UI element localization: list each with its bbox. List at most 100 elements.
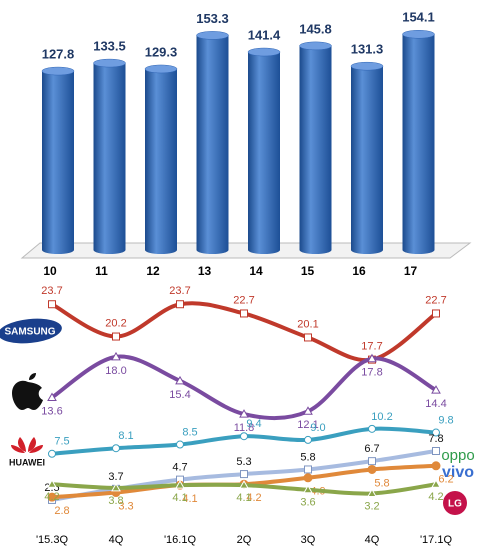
bar <box>248 52 280 254</box>
marker <box>175 480 185 489</box>
value-label: 153.3 <box>196 11 229 26</box>
value-label: 7.5 <box>54 436 69 448</box>
value-label: 15.4 <box>169 389 190 401</box>
x-tick-label: 16 <box>352 264 366 278</box>
value-label: 3.6 <box>300 497 315 509</box>
value-label: 133.5 <box>93 39 126 54</box>
marker <box>367 464 377 474</box>
marker <box>367 488 377 497</box>
marker <box>431 461 441 471</box>
marker <box>239 480 249 489</box>
marker <box>432 309 440 318</box>
marker <box>304 333 312 342</box>
x-tick-label: 10 <box>43 264 57 278</box>
value-label: 4.1 <box>172 492 187 504</box>
x-tick-label: 15 <box>301 264 315 278</box>
x-tick-label: '16.1Q <box>164 534 197 546</box>
bar-top <box>196 31 229 40</box>
value-label: 3.7 <box>108 471 123 483</box>
value-label: 20.1 <box>297 318 318 330</box>
huawei-logo: HUAWEI <box>9 437 45 467</box>
marker <box>47 392 57 401</box>
value-label: 4.1 <box>182 493 197 505</box>
value-label: 9.4 <box>246 418 261 430</box>
bar <box>145 68 177 254</box>
value-label: 4.1 <box>236 492 251 504</box>
value-label: 127.8 <box>42 47 75 62</box>
x-tick-label: 17 <box>404 264 418 278</box>
x-tick-label: '15.3Q <box>36 534 69 546</box>
marker <box>304 435 312 444</box>
value-label: 17.8 <box>361 367 382 379</box>
value-label: 131.3 <box>351 42 384 57</box>
marker <box>48 449 56 458</box>
value-label: 8.1 <box>118 430 133 442</box>
marker <box>240 432 248 441</box>
bar <box>402 34 435 255</box>
value-label: 129.3 <box>145 44 178 59</box>
bar <box>196 35 229 254</box>
x-tick-label: 13 <box>198 264 212 278</box>
bar-top <box>299 41 332 51</box>
value-label: 17.7 <box>361 341 382 353</box>
value-label: 7.8 <box>428 433 443 445</box>
value-label: 23.7 <box>41 285 62 297</box>
apple-logo <box>12 373 43 410</box>
marker <box>175 375 185 385</box>
marker <box>111 351 121 361</box>
oppo-logo: oppo <box>441 447 474 464</box>
value-label: 20.2 <box>105 317 126 329</box>
marker <box>176 300 184 309</box>
marker <box>239 409 249 418</box>
legend-label: LG <box>448 499 462 510</box>
value-label: 12.1 <box>297 419 318 431</box>
marker <box>303 473 313 483</box>
value-label: 3.2 <box>364 500 379 512</box>
value-label: 4.2 <box>428 491 443 503</box>
value-label: 145.8 <box>299 21 332 36</box>
legend-label: SAMSUNG <box>4 327 55 338</box>
value-label: 5.3 <box>236 456 251 468</box>
value-label: 3.3 <box>118 500 133 512</box>
bar <box>93 63 126 254</box>
x-tick-label: 12 <box>146 264 160 278</box>
x-tick-label: 4Q <box>365 534 380 546</box>
value-label: 22.7 <box>425 294 446 306</box>
marker <box>368 457 376 466</box>
marker <box>176 440 184 449</box>
marker <box>368 424 376 433</box>
x-tick-label: 2Q <box>237 534 252 546</box>
marker <box>304 465 312 474</box>
value-label: 6.7 <box>364 443 379 455</box>
marker <box>48 300 56 309</box>
value-label: 9.8 <box>438 414 453 426</box>
lg-logo: LG <box>443 491 467 515</box>
value-label: 141.4 <box>248 27 281 42</box>
value-label: 5.8 <box>300 451 315 463</box>
value-label: 6.2 <box>438 474 453 486</box>
value-label: 22.7 <box>233 294 254 306</box>
marker <box>240 470 248 479</box>
marker <box>112 444 120 453</box>
value-label: 18.0 <box>105 365 126 377</box>
marker <box>240 309 248 318</box>
x-tick-label: '17.1Q <box>420 534 453 546</box>
value-label: 4.2 <box>44 491 59 503</box>
bar-top <box>402 30 435 39</box>
value-label: 4.2 <box>246 492 261 504</box>
value-label: 4.7 <box>172 462 187 474</box>
marker <box>47 492 57 502</box>
bar-top <box>247 47 281 57</box>
legend-label: HUAWEI <box>9 457 45 467</box>
bar <box>299 45 332 254</box>
value-label: 23.7 <box>169 285 190 297</box>
value-label: 154.1 <box>402 10 435 25</box>
value-label: 10.2 <box>371 411 392 423</box>
bar-top <box>144 64 178 74</box>
bar-top <box>350 61 384 71</box>
value-label: 11.8 <box>234 422 255 434</box>
value-label: 14.4 <box>425 398 446 410</box>
marker <box>47 479 57 488</box>
vivo-logo: vivo <box>442 464 474 481</box>
